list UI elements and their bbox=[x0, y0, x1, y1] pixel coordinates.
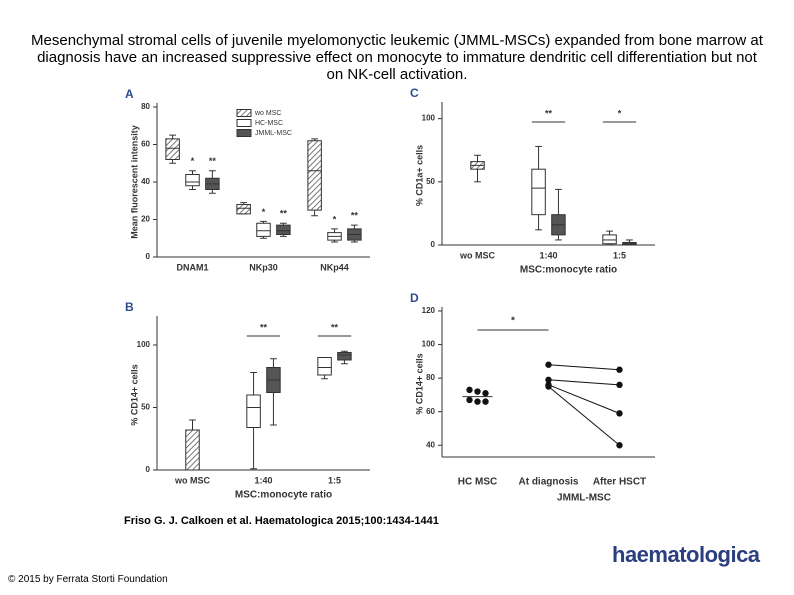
y-tick-label: 100 bbox=[422, 340, 436, 349]
y-axis-label: Mean fluorescent intensity bbox=[129, 125, 139, 239]
box bbox=[236, 204, 251, 215]
y-tick-label: 60 bbox=[141, 140, 150, 149]
x-axis-label: MSC:monocyte ratio bbox=[520, 265, 617, 276]
significance: ** bbox=[209, 156, 217, 166]
x-tick-label: wo MSC bbox=[174, 475, 210, 485]
box bbox=[317, 357, 332, 376]
panel-letter: D bbox=[410, 291, 419, 305]
x-tick-label: After HSCT bbox=[593, 477, 646, 488]
citation: Friso G. J. Calkoen et al. Haematologica… bbox=[124, 515, 439, 527]
dot bbox=[482, 390, 489, 397]
y-tick-label: 20 bbox=[141, 215, 150, 224]
dot bbox=[466, 396, 473, 404]
box bbox=[602, 234, 617, 245]
box bbox=[246, 394, 261, 428]
dot bbox=[474, 388, 481, 395]
significance: ** bbox=[260, 322, 268, 332]
dot bbox=[474, 398, 481, 405]
legend-swatch bbox=[236, 119, 252, 127]
y-tick-label: 50 bbox=[426, 177, 435, 186]
significance: * bbox=[511, 316, 515, 327]
x-tick-label: At diagnosis bbox=[518, 477, 578, 488]
copyright: © 2015 by Ferrata Storti Foundation bbox=[8, 574, 168, 585]
significance: * bbox=[618, 108, 622, 118]
dot bbox=[616, 442, 623, 449]
y-tick-label: 120 bbox=[422, 306, 436, 315]
y-axis-label: % CD14+ cells bbox=[129, 364, 139, 425]
x-tick-label: wo MSC bbox=[459, 250, 495, 260]
y-tick-label: 0 bbox=[146, 252, 151, 261]
legend-swatch bbox=[236, 109, 252, 117]
x-tick-label: 1:40 bbox=[254, 475, 272, 485]
figure: A 0 20 40 60 80 Mean fluorescent intensity DNAM… bbox=[125, 86, 655, 504]
box bbox=[165, 138, 180, 160]
y-axis-label: % CD1a+ cells bbox=[414, 145, 424, 206]
significance: * bbox=[333, 214, 337, 224]
paired-line bbox=[548, 386, 620, 446]
x-tick-label: HC MSC bbox=[458, 477, 497, 488]
legend-label: JMML-MSC bbox=[255, 130, 292, 137]
y-tick-label: 0 bbox=[146, 465, 151, 474]
y-tick-label: 50 bbox=[141, 403, 150, 412]
legend-label: wo MSC bbox=[254, 110, 281, 117]
x-tick-label: DNAM1 bbox=[176, 262, 208, 272]
x-tick-label: NKp44 bbox=[320, 262, 349, 272]
box bbox=[337, 352, 352, 361]
y-tick-label: 40 bbox=[141, 177, 150, 186]
y-axis-label: % CD14+ cells bbox=[414, 353, 424, 414]
legend-label: HC-MSC bbox=[255, 120, 283, 127]
significance: ** bbox=[331, 322, 339, 332]
slide-title: Mesenchymal stromal cells of juvenile my… bbox=[31, 32, 763, 83]
y-tick-label: 80 bbox=[426, 373, 435, 382]
y-tick-label: 80 bbox=[141, 102, 150, 111]
box bbox=[185, 429, 200, 471]
significance: ** bbox=[280, 209, 288, 219]
y-tick-label: 100 bbox=[422, 114, 436, 123]
panel-letter: B bbox=[125, 300, 134, 314]
x-axis-label: MSC:monocyte ratio bbox=[235, 490, 332, 501]
dot bbox=[466, 386, 473, 394]
dot bbox=[545, 361, 552, 368]
x-tick-label: 1:5 bbox=[613, 250, 626, 260]
significance: ** bbox=[545, 108, 553, 118]
paired-line bbox=[548, 384, 620, 414]
legend-swatch bbox=[236, 129, 252, 137]
dot bbox=[616, 410, 623, 417]
significance: ** bbox=[351, 211, 359, 221]
y-tick-label: 60 bbox=[426, 407, 435, 416]
dot bbox=[616, 381, 623, 389]
x-tick-label: 1:40 bbox=[539, 250, 557, 260]
y-tick-label: 100 bbox=[137, 340, 151, 349]
box bbox=[185, 174, 200, 187]
y-tick-label: 40 bbox=[426, 440, 435, 449]
panel-letter: A bbox=[125, 87, 134, 101]
dot bbox=[545, 376, 552, 384]
y-tick-label: 0 bbox=[431, 240, 436, 249]
significance: * bbox=[191, 156, 195, 166]
dot bbox=[616, 366, 623, 373]
x-tick-label: NKp30 bbox=[249, 262, 278, 272]
box bbox=[276, 224, 291, 235]
box bbox=[307, 140, 322, 211]
dot bbox=[482, 398, 489, 405]
box bbox=[256, 222, 271, 237]
x-tick-label: 1:5 bbox=[328, 475, 341, 485]
paired-line bbox=[548, 379, 620, 386]
group-label: JMML-MSC bbox=[557, 493, 611, 504]
box bbox=[531, 168, 546, 216]
dot bbox=[545, 383, 552, 390]
paired-line bbox=[548, 364, 620, 371]
panel-letter: C bbox=[410, 86, 419, 100]
journal-logo: haematologica bbox=[612, 542, 760, 567]
significance: * bbox=[262, 207, 266, 217]
